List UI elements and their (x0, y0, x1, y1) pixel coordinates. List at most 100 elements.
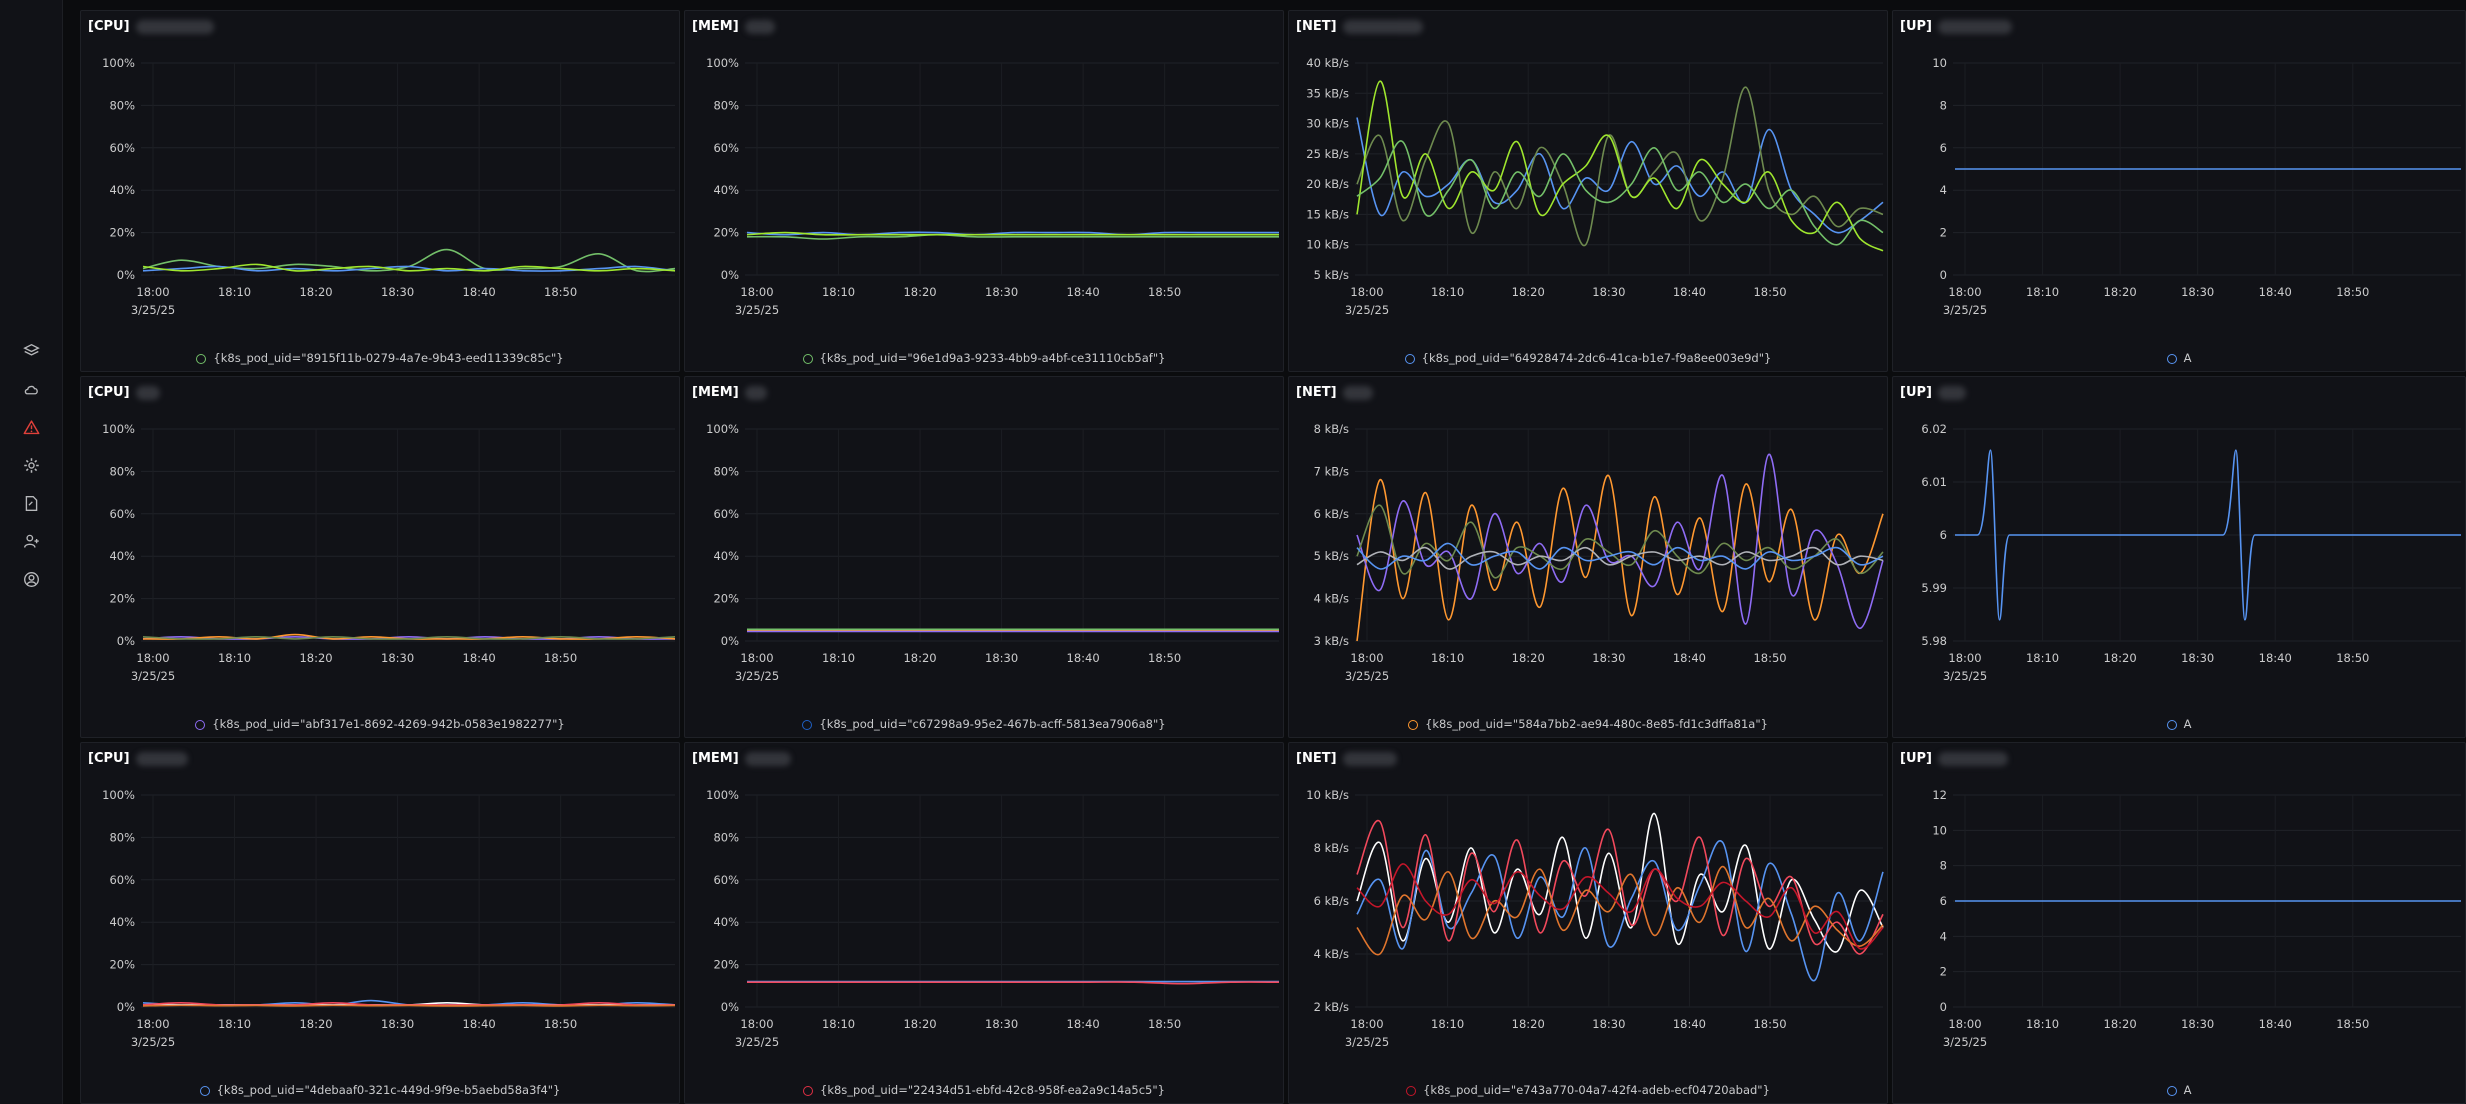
series-line[interactable] (746, 233, 1279, 240)
chart[interactable]: 100% 80% 60% 40% 20% 0%18:00 18:10 18:20 18:30 18… (685, 11, 1284, 343)
user-add-icon[interactable] (21, 531, 41, 551)
file-icon[interactable] (21, 493, 41, 513)
chart[interactable]: 100% 80% 60% 40% 20% 0%18:00 18:10 18:20 18:30 18… (81, 11, 680, 343)
y-tick-label: 80% (713, 98, 739, 112)
user-circle-icon[interactable] (21, 569, 41, 589)
panel-cpu-1[interactable]: [CPU] 100% 80% 60% 40% 20% 0% 18:00 18:10 18:20 18… (80, 10, 680, 372)
panel-title[interactable]: [UP] (1900, 19, 2012, 34)
panel-title[interactable]: [CPU] (88, 385, 160, 400)
legend-item[interactable]: {k8s_pod_uid="8915f11b-0279-4a7e-9b43-ee… (196, 351, 564, 365)
panel-tag: [CPU] (88, 19, 130, 34)
series-line[interactable] (1356, 863, 1884, 950)
x-tick-label: 18:00 (740, 285, 773, 299)
panel-tag: [MEM] (692, 19, 739, 34)
y-tick-label: 0% (117, 1000, 135, 1014)
panel-title[interactable]: [CPU] (88, 19, 214, 34)
panel-up-1[interactable]: [UP] 10 8 6 4 2 0 18:00 18:10 18:20 18:30 18:40 18:5… (1892, 10, 2466, 372)
panel-title[interactable]: [MEM] (692, 19, 775, 34)
y-tick-label: 0% (721, 1000, 739, 1014)
series-line[interactable] (142, 263, 676, 272)
chart[interactable]: 100% 80% 60% 40% 20% 0%18:00 18:10 18:20 18:30 18… (685, 377, 1284, 709)
panel-title[interactable]: [NET] (1296, 385, 1373, 400)
chart[interactable]: 12 10 8 6 4 2 018:00 18:10 18:20 18:30 18:40 18:50 3… (1893, 743, 2466, 1075)
y-tick-label: 4 kB/s (1314, 592, 1349, 606)
cloud-icon[interactable] (21, 379, 41, 399)
chart[interactable]: 40 kB/s 35 kB/s 30 kB/s 25 kB/s 20 kB/s 15 kB… (1289, 11, 1888, 343)
gear-icon[interactable] (21, 455, 41, 475)
x-tick-label: 18:00 (1350, 285, 1383, 299)
legend-item[interactable]: {k8s_pod_uid="584a7bb2-ae94-480c-8e85-fd… (1408, 717, 1768, 731)
panel-mem-1[interactable]: [MEM] 100% 80% 60% 40% 20% 0% 18:00 18:10 18:20 18… (684, 10, 1284, 372)
series-line[interactable] (1356, 140, 1884, 246)
x-tick-label: 18:30 (381, 651, 414, 665)
x-tick-label: 18:40 (1673, 1017, 1706, 1031)
legend-item[interactable]: A (2166, 717, 2191, 731)
x-axis-date: 3/25/25 (1345, 303, 1389, 317)
legend-item[interactable]: {k8s_pod_uid="22434d51-ebfd-42c8-958f-ea… (803, 1083, 1165, 1097)
panel-title[interactable]: [NET] (1296, 751, 1397, 766)
series-line[interactable] (1356, 839, 1884, 982)
panel-net-1[interactable]: [NET] 40 kB/s 35 kB/s 30 kB/s 25 kB/s 20 kB/s… (1288, 10, 1888, 372)
panel-up-3[interactable]: [UP] 12 10 8 6 4 2 0 18:00 18:10 18:20 18:30 18:40 18… (1892, 742, 2466, 1104)
panel-mem-2[interactable]: [MEM] 100% 80% 60% 40% 20% 0% 18:00 18:10 18:20 18… (684, 376, 1284, 738)
series-line[interactable] (1356, 504, 1884, 579)
y-tick-label: 0% (117, 268, 135, 282)
series-line[interactable] (1356, 546, 1884, 570)
panel-title[interactable]: [NET] (1296, 19, 1423, 34)
legend-item[interactable]: {k8s_pod_uid="c67298a9-95e2-467b-acff-58… (802, 717, 1166, 731)
legend-item[interactable]: {k8s_pod_uid="96e1d9a3-9233-4bb9-a4bf-ce… (802, 351, 1165, 365)
y-tick-label: 12 (1932, 788, 1947, 802)
x-tick-label: 18:50 (1753, 651, 1786, 665)
chart[interactable]: 100% 80% 60% 40% 20% 0%18:00 18:10 18:20 18:30 18… (81, 377, 680, 709)
x-tick-label: 18:20 (1512, 1017, 1545, 1031)
x-tick-label: 18:30 (2181, 651, 2214, 665)
series-line[interactable] (746, 231, 1279, 236)
y-tick-label: 5.98 (1921, 634, 1947, 648)
legend-label: {k8s_pod_uid="584a7bb2-ae94-480c-8e85-fd… (1425, 717, 1768, 731)
legend-item[interactable]: {k8s_pod_uid="64928474-2dc6-41ca-b1e7-f9… (1404, 351, 1771, 365)
series-line[interactable] (142, 1004, 676, 1007)
y-tick-label: 8 (1940, 98, 1947, 112)
series-line[interactable] (1356, 542, 1884, 570)
legend-marker-icon (2166, 354, 2177, 364)
panel-title[interactable]: [UP] (1900, 385, 1966, 400)
panel-cpu-2[interactable]: [CPU] 100% 80% 60% 40% 20% 0% 18:00 18:10 18:20 18… (80, 376, 680, 738)
y-tick-label: 0 (1940, 268, 1947, 282)
legend-marker-icon (802, 720, 813, 730)
panel-title[interactable]: [MEM] (692, 751, 791, 766)
legend-item[interactable]: A (2166, 1083, 2191, 1097)
series-line[interactable] (1356, 819, 1884, 955)
chart[interactable]: 8 kB/s 7 kB/s 6 kB/s 5 kB/s 4 kB/s 3 kB/s18:0… (1289, 377, 1888, 709)
panel-up-2[interactable]: [UP] 6.02 6.01 6 5.99 5.98 18:00 18:10 18:20 18:3… (1892, 376, 2466, 738)
series-line[interactable] (1356, 474, 1884, 642)
series-line[interactable] (142, 636, 676, 640)
panel-net-2[interactable]: [NET] 8 kB/s 7 kB/s 6 kB/s 5 kB/s 4 kB/s 3 kB/… (1288, 376, 1888, 738)
panel-title[interactable]: [UP] (1900, 751, 2008, 766)
series-line[interactable] (1356, 80, 1884, 252)
chart[interactable]: 10 kB/s 8 kB/s 6 kB/s 4 kB/s 2 kB/s18:00 18:1… (1289, 743, 1888, 1075)
chart[interactable]: 100% 80% 60% 40% 20% 0%18:00 18:10 18:20 18:30 18… (81, 743, 680, 1075)
panel-cpu-3[interactable]: [CPU] 100% 80% 60% 40% 20% 0% 18:00 18:10 18:20 18… (80, 742, 680, 1104)
legend-item[interactable]: {k8s_pod_uid="4debaaf0-321c-449d-9f9e-b5… (199, 1083, 560, 1097)
panel-title[interactable]: [MEM] (692, 385, 767, 400)
legend-item[interactable]: A (2166, 351, 2191, 365)
panel-net-3[interactable]: [NET] 10 kB/s 8 kB/s 6 kB/s 4 kB/s 2 kB/s 18:0… (1288, 742, 1888, 1104)
y-tick-label: 15 kB/s (1306, 207, 1349, 221)
y-tick-label: 8 kB/s (1314, 422, 1349, 436)
series-line[interactable] (1356, 865, 1884, 956)
chart[interactable]: 10 8 6 4 2 018:00 18:10 18:20 18:30 18:40 18:50 3/2… (1893, 11, 2466, 343)
redacted-name (1937, 751, 2008, 766)
chart[interactable]: 100% 80% 60% 40% 20% 0%18:00 18:10 18:20 18:30 18… (685, 743, 1284, 1075)
series-line[interactable] (747, 981, 1280, 985)
series-line[interactable] (1356, 453, 1884, 630)
layers-icon[interactable] (21, 341, 41, 361)
series-line[interactable] (746, 231, 1279, 236)
panel-mem-3[interactable]: [MEM] 100% 80% 60% 40% 20% 0% 18:00 18:10 18:20 18… (684, 742, 1284, 1104)
panel-title[interactable]: [CPU] (88, 751, 188, 766)
legend-item[interactable]: {k8s_pod_uid="abf317e1-8692-4269-942b-05… (195, 717, 565, 731)
series-line[interactable] (1955, 449, 2461, 621)
legend-item[interactable]: {k8s_pod_uid="e743a770-04a7-42f4-adeb-ec… (1406, 1083, 1770, 1097)
sidebar (0, 0, 63, 1104)
alert-icon[interactable] (21, 417, 41, 437)
